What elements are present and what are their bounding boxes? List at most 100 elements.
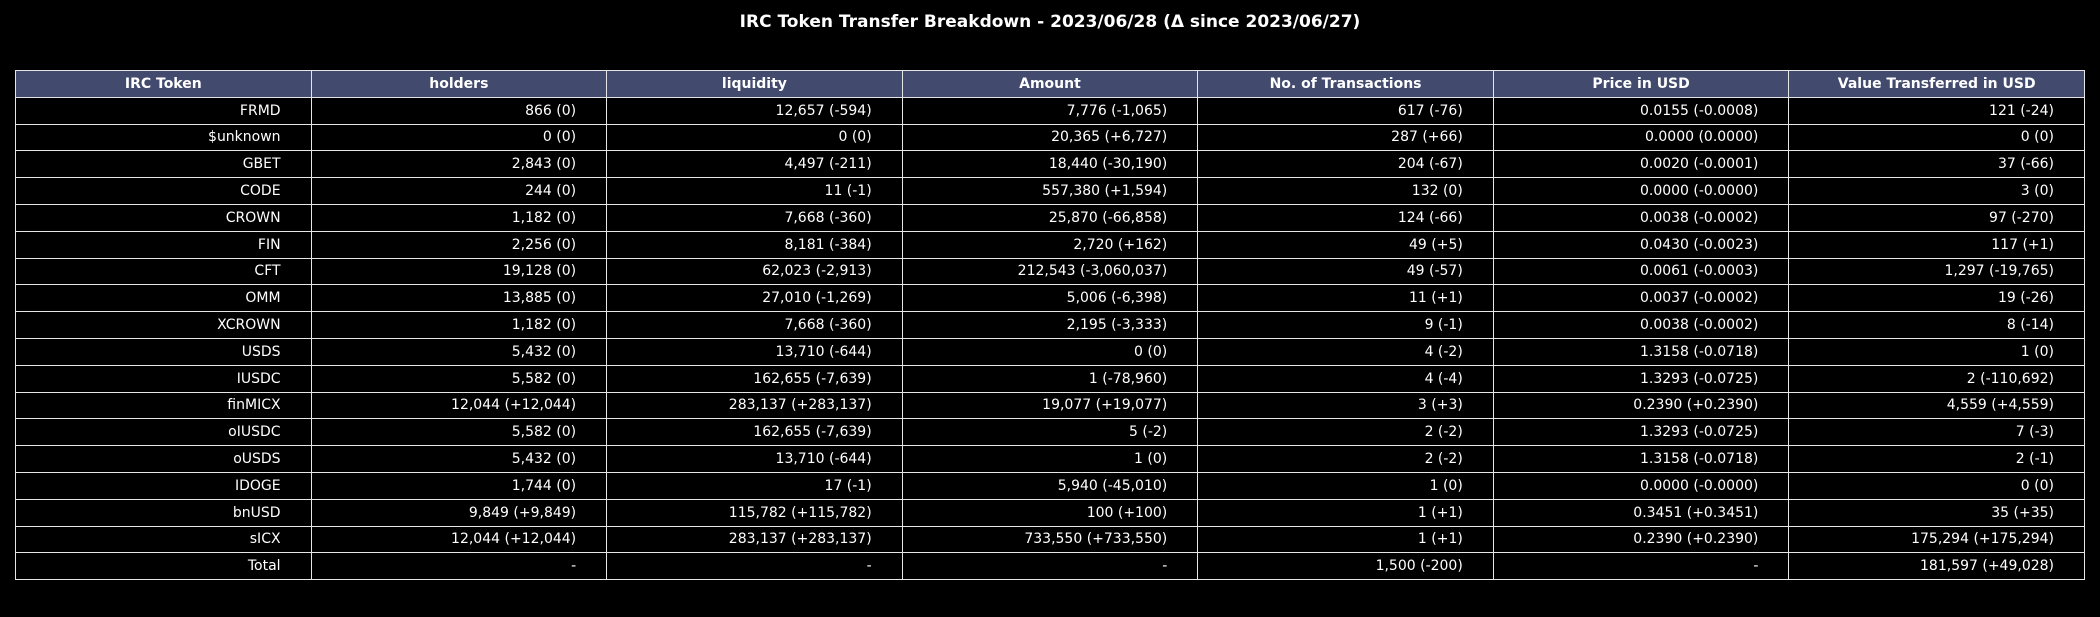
table-cell: 0.0000 (-0.0000) <box>1492 177 1790 205</box>
token-name-cell: bnUSD <box>15 498 312 527</box>
table-cell: 287 (+66) <box>1197 123 1494 152</box>
table-row: FIN 2,256 (0) 8,181 (-384) 2,720 (+162) 49 (… <box>15 230 2085 259</box>
table-row: oUSDS 5,432 (0) 13,710 (-644) 1 (0) 2 (-2) 1.… <box>15 445 2085 473</box>
token-name-cell: FRMD <box>15 96 312 125</box>
table-cell: 100 (+100) <box>901 498 1199 527</box>
table-cell: 1.3158 (-0.0718) <box>1492 337 1790 366</box>
table-cell: 0.0038 (-0.0002) <box>1492 311 1790 339</box>
table-row: oIUSDC 5,582 (0) 162,655 (-7,639) 5 (-2) 2 (… <box>15 418 2085 447</box>
table-cell: 5 (-2) <box>901 418 1199 447</box>
table-cell: 13,885 (0) <box>310 284 608 313</box>
table-cell: 1,182 (0) <box>310 311 608 339</box>
table-cell: 733,550 (+733,550) <box>901 525 1199 554</box>
table-cell: 162,655 (-7,639) <box>606 418 903 447</box>
column-header: Value Transferred in USD <box>1788 70 2085 98</box>
table-row: IDOGE 1,744 (0) 17 (-1) 5,940 (-45,010) 1 (0… <box>15 471 2085 500</box>
table-cell: 283,137 (+283,137) <box>606 525 903 554</box>
table-cell: 1 (0) <box>1788 337 2085 366</box>
table-cell: 2 (-1) <box>1788 445 2085 473</box>
table-cell: 0.2390 (+0.2390) <box>1492 391 1790 420</box>
table-cell: 1 (0) <box>1197 471 1494 500</box>
table-cell: 9,849 (+9,849) <box>310 498 608 527</box>
table-cell: 2 (-110,692) <box>1788 364 2085 393</box>
table-cell: 25,870 (-66,858) <box>901 203 1199 232</box>
table-cell: 1.3293 (-0.0725) <box>1492 418 1790 447</box>
column-header: No. of Transactions <box>1197 70 1494 98</box>
token-name-cell: $unknown <box>15 123 312 152</box>
table-cell: 617 (-76) <box>1197 96 1494 125</box>
table-cell: 124 (-66) <box>1197 203 1494 232</box>
table-cell: 13,710 (-644) <box>606 337 903 366</box>
table-row: GBET 2,843 (0) 4,497 (-211) 18,440 (-30,190… <box>15 150 2085 179</box>
table-row: IUSDC 5,582 (0) 162,655 (-7,639) 1 (-78,960… <box>15 364 2085 393</box>
table-cell: 3 (0) <box>1788 177 2085 205</box>
table-cell: 97 (-270) <box>1788 203 2085 232</box>
table-cell: 7,668 (-360) <box>606 311 903 339</box>
table-cell: 866 (0) <box>310 96 608 125</box>
table-cell: 5,582 (0) <box>310 418 608 447</box>
table-row: FRMD 866 (0) 12,657 (-594) 7,776 (-1,065) 61… <box>15 96 2085 125</box>
table-cell: 0 (0) <box>1788 123 2085 152</box>
table-body: FRMD 866 (0) 12,657 (-594) 7,776 (-1,065) 61… <box>15 96 2085 581</box>
table-cell: 7,776 (-1,065) <box>901 96 1199 125</box>
table-cell: 19,128 (0) <box>310 257 608 286</box>
table-cell: 175,294 (+175,294) <box>1788 525 2085 554</box>
token-name-cell: CROWN <box>15 203 312 232</box>
table-cell: - <box>606 552 903 581</box>
table-cell: 2,720 (+162) <box>901 230 1199 259</box>
token-name-cell: CODE <box>15 177 312 205</box>
table-cell: 27,010 (-1,269) <box>606 284 903 313</box>
table-cell: - <box>901 552 1199 581</box>
table-row: bnUSD 9,849 (+9,849) 115,782 (+115,782) 100… <box>15 498 2085 527</box>
table-cell: 1,744 (0) <box>310 471 608 500</box>
table-row: CODE 244 (0) 11 (-1) 557,380 (+1,594) 132 (0… <box>15 177 2085 205</box>
token-transfer-table: IRC Token holders liquidity Amount No. of Tr… <box>15 70 2085 581</box>
chart-title: IRC Token Transfer Breakdown - 2023/06/2… <box>739 12 1361 32</box>
table-cell: - <box>1492 552 1790 581</box>
table-cell: 62,023 (-2,913) <box>606 257 903 286</box>
table-cell: 1.3158 (-0.0718) <box>1492 445 1790 473</box>
table-cell: 2 (-2) <box>1197 418 1494 447</box>
table-cell: 49 (-57) <box>1197 257 1494 286</box>
table-cell: 17 (-1) <box>606 471 903 500</box>
table-cell: 13,710 (-644) <box>606 445 903 473</box>
table-cell: 7 (-3) <box>1788 418 2085 447</box>
table-cell: 12,657 (-594) <box>606 96 903 125</box>
table-cell: 283,137 (+283,137) <box>606 391 903 420</box>
table-cell: 0.0430 (-0.0023) <box>1492 230 1790 259</box>
token-name-cell: IUSDC <box>15 364 312 393</box>
table-cell: 162,655 (-7,639) <box>606 364 903 393</box>
table-cell: 244 (0) <box>310 177 608 205</box>
table-row: sICX 12,044 (+12,044) 283,137 (+283,137) 73… <box>15 525 2085 554</box>
table-cell: 35 (+35) <box>1788 498 2085 527</box>
table-cell: 4,497 (-211) <box>606 150 903 179</box>
table-cell: 5,432 (0) <box>310 337 608 366</box>
table-row: CFT 19,128 (0) 62,023 (-2,913) 212,543 (-3,… <box>15 257 2085 286</box>
table-cell: - <box>310 552 608 581</box>
token-name-cell: oIUSDC <box>15 418 312 447</box>
table-cell: 1,500 (-200) <box>1197 552 1494 581</box>
table-cell: 117 (+1) <box>1788 230 2085 259</box>
table-cell: 4 (-4) <box>1197 364 1494 393</box>
table-cell: 0.0155 (-0.0008) <box>1492 96 1790 125</box>
table-cell: 2,843 (0) <box>310 150 608 179</box>
table-cell: 9 (-1) <box>1197 311 1494 339</box>
table-cell: 1 (+1) <box>1197 525 1494 554</box>
token-name-cell: finMICX <box>15 391 312 420</box>
table-cell: 19 (-26) <box>1788 284 2085 313</box>
column-header: Price in USD <box>1492 70 1790 98</box>
table-cell: 12,044 (+12,044) <box>310 391 608 420</box>
token-name-cell: IDOGE <box>15 471 312 500</box>
column-header: IRC Token <box>15 70 312 98</box>
table-cell: 0.0037 (-0.0002) <box>1492 284 1790 313</box>
table-cell: 557,380 (+1,594) <box>901 177 1199 205</box>
table-cell: 4 (-2) <box>1197 337 1494 366</box>
table-row: CROWN 1,182 (0) 7,668 (-360) 25,870 (-66,85… <box>15 203 2085 232</box>
table-cell: 0 (0) <box>1788 471 2085 500</box>
token-name-cell: FIN <box>15 230 312 259</box>
table-row: Total - - -1,500 (-200) -181,597 (+49,028) <box>15 552 2085 581</box>
token-name-cell: GBET <box>15 150 312 179</box>
table-cell: 0 (0) <box>606 123 903 152</box>
table-cell: 1 (+1) <box>1197 498 1494 527</box>
table-cell: 8,181 (-384) <box>606 230 903 259</box>
